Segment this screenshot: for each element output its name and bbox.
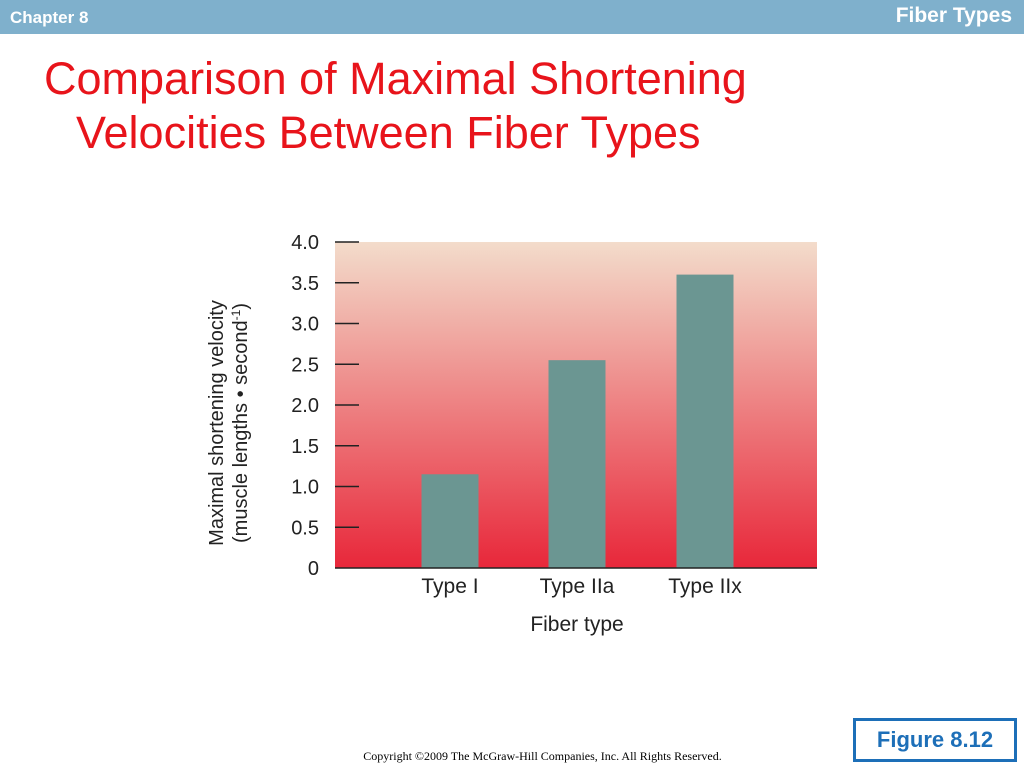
bar-type-i — [421, 474, 479, 568]
slide-title: Comparison of Maximal Shortening Velocit… — [44, 52, 747, 160]
y-axis-label-line-1: Maximal shortening velocity — [206, 300, 228, 546]
figure-label: Figure 8.12 — [853, 718, 1017, 762]
bar-type-iix — [676, 274, 734, 568]
x-tick-label: Type IIx — [668, 575, 742, 598]
title-line-2: Velocities Between Fiber Types — [76, 107, 701, 158]
y-tick-label: 2.5 — [291, 354, 319, 376]
y-tick-label: 1.0 — [291, 477, 319, 499]
topic-label: Fiber Types — [895, 4, 1012, 27]
x-axis-label: Fiber type — [530, 613, 623, 636]
chapter-label: Chapter 8 — [10, 8, 89, 27]
y-axis-label-line-2: (muscle lengths • second-1) — [229, 303, 252, 543]
y-tick-label: 0 — [308, 558, 319, 580]
y-tick-label: 4.0 — [291, 232, 319, 254]
y-tick-label: 3.0 — [291, 314, 319, 336]
copyright-text: Copyright ©2009 The McGraw-Hill Companie… — [363, 749, 722, 763]
x-tick-label: Type I — [421, 575, 478, 598]
title-line-1: Comparison of Maximal Shortening — [44, 53, 747, 104]
header-bar: Chapter 8 Fiber Types — [0, 0, 1024, 34]
y-tick-label: 3.5 — [291, 273, 319, 295]
y-tick-label: 2.0 — [291, 395, 319, 417]
x-tick-label: Type IIa — [540, 575, 615, 598]
bar-chart: 0 0.5 1.0 1.5 2.0 2.5 3.0 3.5 4.0 Type I Type IIa… — [206, 232, 817, 636]
y-tick-label: 1.5 — [291, 436, 319, 458]
bar-type-iia — [548, 360, 606, 568]
y-tick-label: 0.5 — [291, 517, 319, 539]
